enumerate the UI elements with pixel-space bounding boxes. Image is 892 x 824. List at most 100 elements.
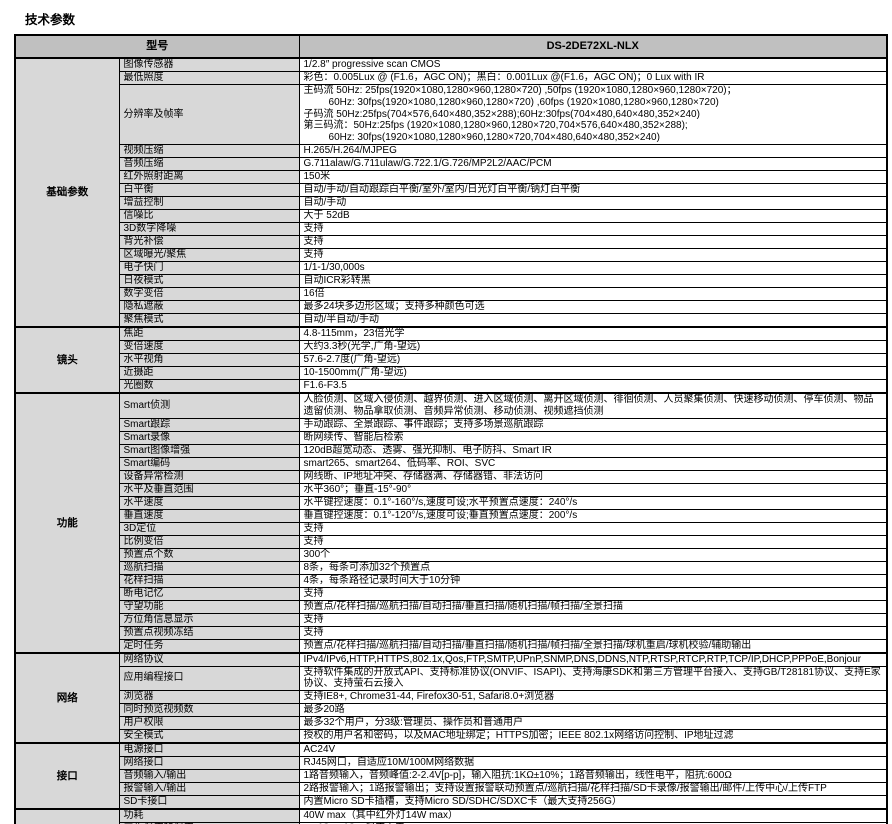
param-value: 垂直键控速度：0.1°-120°/s,速度可设;垂直预置点速度：200°/s (298, 508, 888, 523)
param-label: 变倍速度 (118, 339, 300, 354)
param-label: 应用编程接口 (118, 665, 300, 692)
table-row: Smart编码 smart265、smart264、低码率、ROI、SVC (15, 456, 888, 471)
param-value: 自动/半自动/手动 (298, 313, 888, 328)
param-value: 300个 (298, 547, 888, 562)
param-value: 大于 52dB (298, 208, 888, 223)
section-label: 接口 (14, 742, 120, 810)
table-row: 设备异常检测 网线断、IP地址冲突、存储器满、存储器错、非法访问 (15, 469, 888, 484)
param-value: 网线断、IP地址冲突、存储器满、存储器错、非法访问 (298, 469, 888, 484)
param-label: 预置点个数 (118, 547, 300, 562)
param-value: 水平360°；垂直-15°-90° (298, 482, 888, 497)
table-row: 网络 网络协议 IPv4/IPv6,HTTP,HTTPS,802.1x,Qos,FT… (14, 651, 888, 744)
table-row: 浏览器 支持IE8+, Chrome31-44, Firefox30-51, Sa… (15, 690, 888, 705)
param-value: 120dB超宽动态、透雾、强光抑制、电子防抖、Smart IR (298, 443, 888, 458)
table-row: 定时任务 预置点/花样扫描/巡航扫描/自动扫描/垂直扫描/随机扫描/帧扫描/全景扫… (15, 638, 888, 654)
table-row: 一般规范功耗40W max（其中红外灯14W max） (14, 808, 888, 824)
table-row: 最低照度 彩色：0.005Lux @ (F1.6，AGC ON)；黑白：0.001… (15, 71, 888, 85)
param-value: 10-1500mm(广角-望远) (298, 365, 888, 380)
param-value: 最多24块多边形区域；支持多种颜色可选 (298, 299, 888, 314)
param-value: 自动/手动 (298, 195, 888, 210)
param-label: 比例变倍 (118, 534, 300, 549)
param-value: 支持 (298, 521, 888, 536)
table-row: 同时预览视频数 最多20路 (15, 703, 888, 718)
table-row: 比例变倍 支持 (15, 534, 888, 549)
param-value: 自动ICR彩转黑 (298, 273, 888, 288)
param-value: 授权的用户名和密码，以及MAC地址绑定；HTTPS加密；IEEE 802.1x网… (298, 729, 888, 744)
param-label: 电子快门 (118, 260, 300, 275)
table-row: 垂直速度 垂直键控速度：0.1°-120°/s,速度可设;垂直预置点速度：200°… (15, 508, 888, 523)
param-value: 预置点/花样扫描/巡航扫描/自动扫描/垂直扫描/随机扫描/帧扫描/全景扫描 (298, 599, 888, 614)
param-label: 花样扫描 (118, 573, 300, 588)
table-row: 聚焦模式 自动/半自动/手动 (15, 313, 888, 328)
param-value: 150米 (298, 169, 888, 184)
table-row: 方位角信息显示 支持 (15, 612, 888, 627)
param-label: 设备异常检测 (118, 469, 300, 484)
table-row: 分辨率及帧率 主码流 50Hz: 25fps(1920×1080,1280×960… (15, 84, 888, 145)
param-label: 功耗 (118, 808, 300, 824)
param-label: 报警输入/输出 (118, 782, 300, 797)
param-label: Smart跟踪 (118, 417, 300, 432)
param-label: 日夜模式 (118, 273, 300, 288)
section-label: 基础参数 (14, 57, 120, 328)
param-label: Smart编码 (118, 456, 300, 471)
table-row: 守望功能 预置点/花样扫描/巡航扫描/自动扫描/垂直扫描/随机扫描/帧扫描/全景扫… (15, 599, 888, 614)
table-row: 音频压缩 G.711alaw/G.711ulaw/G.722.1/G.726/MP… (15, 156, 888, 171)
param-value: 支持软件集成的开放式API、支持标准协议(ONVIF、ISAPI)、支持海康SD… (298, 665, 888, 692)
param-label: 水平速度 (118, 495, 300, 510)
table-row: SD卡接口 内置Micro SD卡插槽，支持Micro SD/SDHC/SDXC卡… (15, 795, 888, 810)
param-label: SD卡接口 (118, 795, 300, 810)
param-value: 40W max（其中红外灯14W max） (298, 808, 888, 824)
param-value: RJ45网口，自适应10M/100M网络数据 (298, 756, 888, 771)
table-row: 网络接口 RJ45网口，自适应10M/100M网络数据 (15, 756, 888, 771)
section-label: 一般规范 (14, 808, 120, 824)
param-label: 电源接口 (118, 742, 300, 758)
param-label: 浏览器 (118, 690, 300, 705)
param-label: 近摄距 (118, 365, 300, 380)
param-label: 垂直速度 (118, 508, 300, 523)
param-value: 水平键控速度：0.1°-160°/s,速度可设;水平预置点速度：240°/s (298, 495, 888, 510)
param-label: 安全模式 (118, 729, 300, 744)
param-value: 彩色：0.005Lux @ (F1.6，AGC ON)；黑白：0.001Lux … (298, 71, 888, 85)
param-value: 手动跟踪、全景跟踪、事件跟踪；支持多场景巡航跟踪 (298, 417, 888, 432)
param-value: 最多32个用户，分3级:管理员、操作员和普通用户 (298, 716, 888, 731)
table-row: 红外照射距离 150米 (15, 169, 888, 184)
param-value: 预置点/花样扫描/巡航扫描/自动扫描/垂直扫描/随机扫描/帧扫描/全景扫描/球机… (298, 638, 888, 654)
param-label: 水平视角 (118, 352, 300, 367)
param-value: 最多20路 (298, 703, 888, 718)
table-row: 日夜模式 自动ICR彩转黑 (15, 273, 888, 288)
table-row: 变倍速度 大约3.3秒(光学,广角-望远) (15, 339, 888, 354)
param-value: 支持 (298, 234, 888, 249)
param-value: 57.6-2.7度(广角-望远) (298, 352, 888, 367)
param-label: 网络协议 (118, 651, 300, 667)
param-label: 红外照射距离 (118, 169, 300, 184)
param-value: smart265、smart264、低码率、ROI、SVC (298, 456, 888, 471)
param-value: 支持IE8+, Chrome31-44, Firefox30-51, Safar… (298, 690, 888, 705)
param-value: H.265/H.264/MJPEG (298, 143, 888, 158)
param-value: AC24V (298, 742, 888, 758)
param-label: Smart录像 (118, 430, 300, 445)
table-row: 3D数字降噪 支持 (15, 221, 888, 236)
param-value: 支持 (298, 221, 888, 236)
table-row: 预置点视频冻结 支持 (15, 625, 888, 640)
param-value: 8条，每条可添加32个预置点 (298, 560, 888, 575)
param-label: 预置点视频冻结 (118, 625, 300, 640)
model-header-label: 型号 (14, 34, 300, 59)
param-value: 4条，每条路径记录时间大于10分钟 (298, 573, 888, 588)
table-row: 巡航扫描 8条，每条可添加32个预置点 (15, 560, 888, 575)
param-label: 同时预览视频数 (118, 703, 300, 718)
table-row: 光圈数 F1.6-F3.5 (15, 379, 888, 394)
param-label: Smart图像增强 (118, 443, 300, 458)
param-label: 巡航扫描 (118, 560, 300, 575)
param-value: 支持 (298, 586, 888, 601)
param-label: 白平衡 (118, 182, 300, 197)
param-label: 图像传感器 (118, 57, 300, 72)
table-row: 用户权限 最多32个用户，分3级:管理员、操作员和普通用户 (15, 716, 888, 731)
param-label: Smart侦测 (118, 391, 300, 419)
table-row: 应用编程接口 支持软件集成的开放式API、支持标准协议(ONVIF、ISAPI)、… (15, 665, 888, 692)
param-label: 光圈数 (118, 379, 300, 394)
param-value: 支持 (298, 247, 888, 262)
param-label: 守望功能 (118, 599, 300, 614)
param-value: G.711alaw/G.711ulaw/G.722.1/G.726/MP2L2/… (298, 156, 888, 171)
table-row: Smart跟踪 手动跟踪、全景跟踪、事件跟踪；支持多场景巡航跟踪 (15, 417, 888, 432)
table-row: 预置点个数 300个 (15, 547, 888, 562)
